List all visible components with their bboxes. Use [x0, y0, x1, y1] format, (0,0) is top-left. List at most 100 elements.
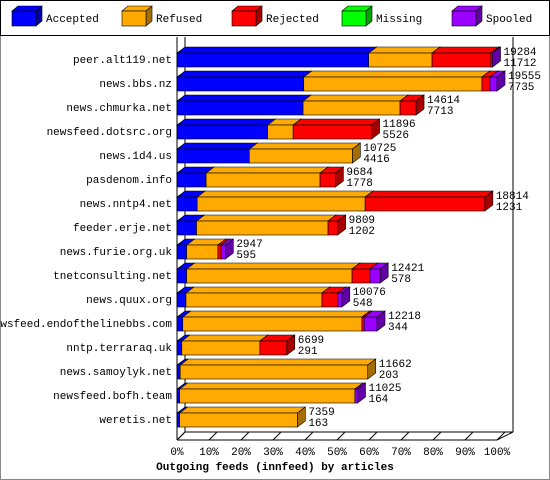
category-label: weretis.net — [99, 415, 172, 427]
bar-front — [176, 244, 187, 260]
category-label: news.furie.org.uk — [60, 247, 173, 259]
bar-front — [319, 172, 336, 188]
bar-front — [185, 292, 323, 308]
legend-swatch — [451, 10, 477, 27]
bar-shade — [286, 335, 295, 355]
total-label: 2947 — [236, 239, 262, 251]
x-tick-label: 70% — [391, 447, 411, 459]
bar-front — [176, 100, 304, 116]
x-tick-label: 50% — [327, 447, 347, 459]
bar-top — [302, 94, 409, 102]
accepted-label: 164 — [368, 394, 388, 406]
bar-front — [327, 220, 338, 236]
x-tick — [496, 431, 506, 441]
bar-front — [176, 172, 207, 188]
bar-top — [178, 382, 364, 390]
bar-front — [196, 196, 366, 212]
bar-segment — [367, 46, 441, 68]
accepted-label: 163 — [308, 418, 328, 430]
accepted-label: 203 — [379, 370, 399, 382]
bar-top — [176, 70, 313, 78]
x-tick-label: 0% — [170, 447, 184, 459]
bar-front — [176, 316, 184, 332]
bar-front — [490, 52, 493, 68]
bar-top — [176, 142, 259, 150]
x-tick — [272, 431, 282, 441]
x-axis-title: Outgoing feeds (innfeed) by articles — [156, 462, 394, 474]
bar-front — [303, 76, 483, 92]
bar-top — [185, 262, 361, 270]
legend-label: Rejected — [266, 14, 319, 26]
bar-front — [179, 364, 369, 380]
bar-shade — [337, 215, 346, 235]
bar-front — [217, 244, 222, 260]
category-label: newsfeed.bofh.team — [53, 391, 172, 403]
bar-front — [176, 292, 187, 308]
bar-top — [364, 190, 494, 198]
total-label: 19284 — [504, 47, 537, 59]
x-tick-label: 60% — [359, 447, 379, 459]
legend-label: Refused — [156, 14, 202, 26]
bar-segment — [185, 262, 361, 284]
bar-front — [489, 76, 498, 92]
x-tick — [400, 431, 410, 441]
accepted-label: 578 — [391, 274, 411, 286]
bar-front — [176, 340, 183, 356]
accepted-label: 548 — [353, 298, 373, 310]
bar-top — [176, 118, 277, 126]
bar-segment — [258, 334, 296, 356]
bar-front — [176, 268, 187, 284]
bar-segment — [302, 70, 491, 92]
accepted-label: 1778 — [346, 178, 372, 190]
total-label: 7359 — [308, 407, 334, 419]
bar-shade — [380, 263, 389, 283]
x-tick-label: 40% — [295, 447, 315, 459]
category-label: newsfeed.dotsrc.org — [47, 127, 172, 139]
legend-swatch — [341, 10, 367, 27]
accepted-label: 7713 — [427, 106, 453, 118]
x-tick-label: 10% — [199, 447, 219, 459]
category-label: pasdenom.info — [86, 175, 172, 187]
bar-segment — [354, 382, 367, 404]
legend-swatch — [121, 10, 147, 27]
bar-front — [205, 172, 321, 188]
legend-label: Spooled — [486, 14, 532, 26]
bar-shade — [367, 359, 376, 379]
bar-top — [179, 358, 377, 366]
bar-segment — [176, 142, 259, 164]
bar-front — [176, 148, 250, 164]
category-label: tnetconsulting.net — [53, 271, 172, 283]
total-label: 10725 — [363, 143, 396, 155]
bar-front — [186, 268, 353, 284]
bar-top — [176, 94, 312, 102]
bar-front — [176, 76, 305, 92]
bar-top — [181, 310, 371, 318]
bar-front — [368, 52, 433, 68]
bar-shade — [341, 287, 350, 307]
bar-front — [176, 196, 198, 212]
total-label: 6699 — [298, 335, 324, 347]
x-tick — [208, 431, 218, 441]
bar-segment — [196, 190, 375, 212]
accepted-label: 291 — [298, 346, 318, 358]
bar-top — [178, 406, 307, 414]
bar-front — [431, 52, 492, 68]
bar-front — [181, 340, 261, 356]
category-label: feeder.erje.net — [73, 223, 172, 235]
bar-shade — [371, 119, 380, 139]
legend-shade — [36, 6, 42, 26]
bar-shade — [492, 47, 501, 67]
bar-front — [302, 100, 401, 116]
total-label: 19555 — [508, 71, 541, 83]
bar-top — [176, 46, 378, 54]
bar-segment — [179, 358, 377, 380]
bar-segment — [248, 142, 362, 164]
bar-front — [249, 148, 353, 164]
legend-shade — [146, 6, 152, 26]
bar-segment — [181, 310, 371, 332]
total-label: 9684 — [346, 167, 373, 179]
total-label: 11025 — [368, 383, 401, 395]
total-label: 10076 — [353, 287, 386, 299]
bar-segment — [195, 214, 337, 236]
